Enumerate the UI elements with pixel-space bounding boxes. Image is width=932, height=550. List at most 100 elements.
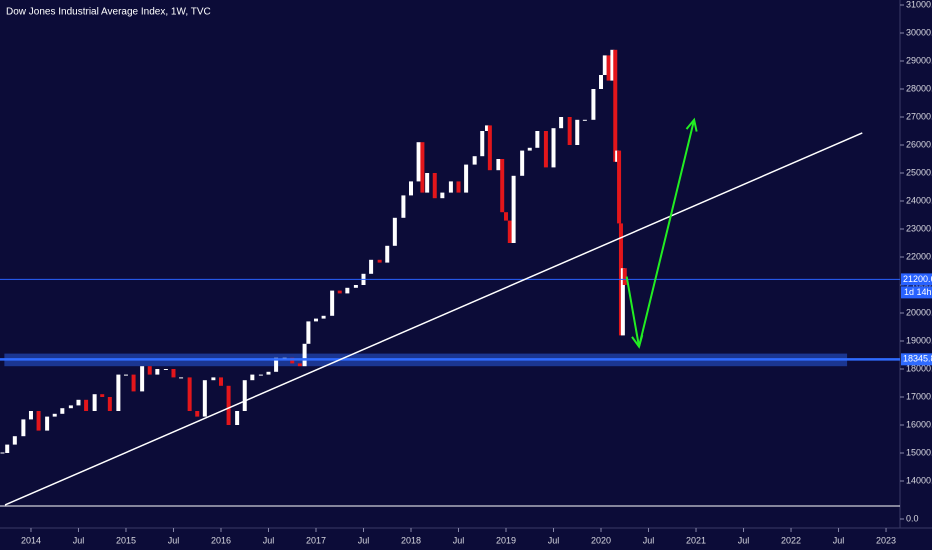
- y-tick-label: 20000.0: [906, 307, 932, 317]
- candle: [5, 444, 10, 453]
- candle: [12, 436, 17, 445]
- level-label: 18345.8: [903, 354, 932, 364]
- candle: [369, 259, 374, 274]
- x-tick-label: 2014: [21, 535, 41, 545]
- candle: [551, 128, 556, 168]
- candle: [306, 321, 311, 344]
- candle: [171, 369, 176, 378]
- candle: [440, 192, 445, 199]
- candle: [385, 245, 390, 263]
- candle: [76, 399, 81, 406]
- lower-tick-label: 0.0: [906, 513, 919, 523]
- candle: [401, 195, 406, 218]
- y-tick-label: 24000.0: [906, 195, 932, 205]
- y-tick-label: 14000.0: [906, 475, 932, 485]
- candle: [337, 290, 342, 294]
- x-tick-label: Jul: [358, 535, 370, 545]
- x-tick-label: 2018: [401, 535, 421, 545]
- y-tick-label: 19000.0: [906, 335, 932, 345]
- candle: [353, 285, 358, 288]
- candle: [123, 374, 128, 376]
- candle: [485, 125, 490, 131]
- candle: [622, 268, 627, 285]
- x-tick-label: Jul: [738, 535, 750, 545]
- candle: [68, 405, 73, 409]
- candle: [420, 142, 425, 193]
- candle: [575, 119, 580, 145]
- candle: [84, 399, 89, 411]
- y-tick-label: 18000.0: [906, 363, 932, 373]
- candle: [297, 363, 302, 367]
- candle: [559, 117, 564, 129]
- x-tick-label: Jul: [73, 535, 85, 545]
- candle: [591, 89, 596, 120]
- x-tick-label: Jul: [453, 535, 465, 545]
- y-tick-label: 28000.0: [906, 83, 932, 93]
- candle: [36, 411, 41, 431]
- candle: [218, 377, 223, 386]
- candle: [107, 397, 112, 411]
- y-tick-label: 27000.0: [906, 111, 932, 121]
- y-tick-label: 23000.0: [906, 223, 932, 233]
- candle: [620, 268, 625, 336]
- candle: [500, 159, 505, 213]
- candle: [313, 318, 318, 322]
- y-tick-label: 31000.0: [906, 0, 932, 9]
- candle: [520, 150, 525, 176]
- x-tick-label: Jul: [548, 535, 560, 545]
- arrow-head: [631, 334, 644, 349]
- x-tick-label: 2015: [116, 535, 136, 545]
- candle: [511, 175, 516, 243]
- candle: [504, 212, 509, 221]
- candle: [425, 173, 430, 193]
- x-tick-label: 2021: [686, 535, 706, 545]
- x-tick-label: 2016: [211, 535, 231, 545]
- candle: [507, 220, 512, 243]
- y-tick-label: 22000.0: [906, 251, 932, 261]
- y-tick-label: 17000.0: [906, 391, 932, 401]
- countdown: 1d 14h: [904, 287, 932, 297]
- candle: [464, 164, 469, 193]
- candle: [131, 374, 136, 392]
- candle: [543, 131, 548, 168]
- candle: [602, 55, 607, 75]
- candle: [258, 374, 263, 376]
- candle: [116, 374, 121, 411]
- candle: [480, 131, 485, 157]
- countdown-box: [901, 286, 932, 299]
- x-tick-label: Jul: [168, 535, 180, 545]
- candle: [60, 408, 65, 414]
- candle: [45, 416, 50, 431]
- y-tick-label: 16000.0: [906, 419, 932, 429]
- level-label-box: [901, 273, 932, 286]
- candle: [321, 315, 326, 319]
- candle: [567, 117, 572, 145]
- candle: [535, 131, 540, 148]
- x-tick-label: 2020: [591, 535, 611, 545]
- candle: [610, 49, 615, 81]
- candle: [179, 377, 184, 379]
- candle: [52, 413, 57, 417]
- level-label-box: [901, 353, 932, 366]
- candle: [448, 181, 453, 193]
- candle: [274, 357, 279, 372]
- candle: [527, 147, 532, 151]
- x-tick-label: 2022: [781, 535, 801, 545]
- candle: [599, 75, 604, 89]
- candle: [345, 287, 350, 294]
- x-tick-label: 2017: [306, 535, 326, 545]
- candle: [617, 150, 622, 224]
- candle: [226, 385, 231, 425]
- x-tick-label: Jul: [643, 535, 655, 545]
- candle: [163, 369, 168, 370]
- candle: [613, 49, 618, 162]
- candle: [266, 371, 271, 375]
- candle: [302, 343, 307, 367]
- candle: [195, 411, 200, 417]
- x-tick-label: 2019: [496, 535, 516, 545]
- x-tick-label: Jul: [833, 535, 845, 545]
- candle: [416, 142, 421, 182]
